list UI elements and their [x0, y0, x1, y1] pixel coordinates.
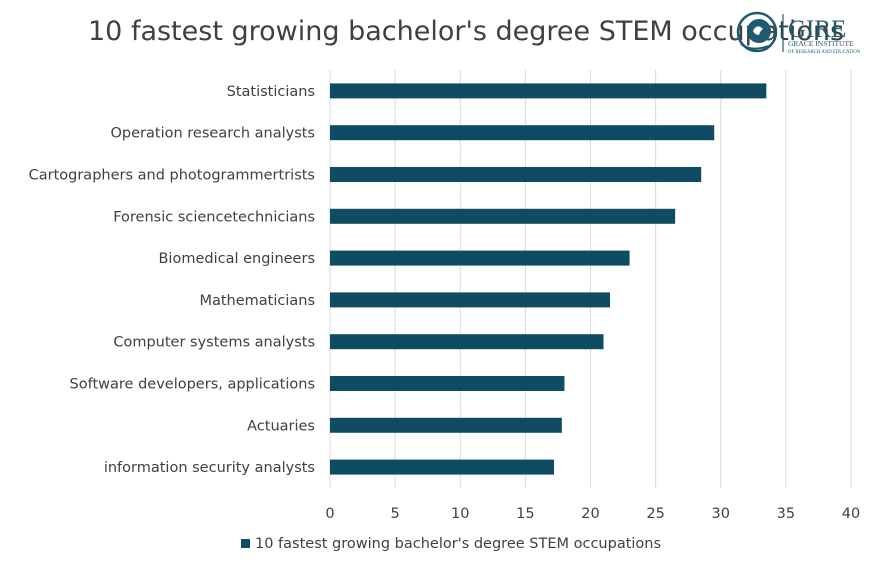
bar: [330, 83, 767, 99]
x-tick-label: 0: [325, 506, 334, 522]
category-labels: Statisticians Operation research analysts…: [29, 84, 315, 476]
x-tick-label: 10: [451, 506, 469, 522]
bars: [330, 83, 767, 475]
category-label: Operation research analysts: [111, 126, 315, 142]
logo-subtitle-2: OF RESEARCH AND EDUCATION: [788, 50, 861, 55]
x-tick-label: 15: [516, 506, 534, 522]
bar: [330, 459, 555, 475]
legend: 10 fastest growing bachelor's degree STE…: [241, 536, 661, 552]
legend-swatch: [241, 539, 250, 548]
bar: [330, 417, 562, 433]
category-label: Actuaries: [247, 418, 315, 434]
bar: [330, 167, 702, 182]
x-tick-label: 30: [712, 506, 730, 522]
category-label: Mathematicians: [199, 293, 315, 309]
chart-title: 10 fastest growing bachelor's degree STE…: [88, 16, 845, 47]
bar: [330, 250, 630, 266]
logo-subtitle-1: GRACE INSTITUTE: [788, 39, 854, 48]
bar: [330, 334, 604, 350]
category-label: Biomedical engineers: [158, 251, 315, 267]
x-tick-label: 20: [581, 506, 599, 522]
gire-logo: GIRE GRACE INSTITUTE OF RESEARCH AND EDU…: [736, 11, 861, 55]
category-label: Computer systems analysts: [113, 335, 315, 351]
x-tick-label: 35: [777, 506, 795, 522]
category-label: Forensic sciencetechnicians: [113, 209, 315, 225]
bar: [330, 376, 565, 391]
x-axis-tick-labels: 0 5 10 15 20 25 30 35 40: [325, 506, 860, 522]
legend-label: 10 fastest growing bachelor's degree STE…: [255, 536, 661, 552]
bar: [330, 292, 611, 308]
x-tick-label: 40: [842, 506, 860, 522]
x-tick-label: 5: [391, 506, 400, 522]
category-label: Software developers, applications: [70, 377, 315, 393]
logo-emblem-icon: [736, 11, 778, 53]
logo-name: GIRE: [788, 16, 846, 43]
x-tick-label: 25: [646, 506, 664, 522]
bar: [330, 208, 676, 224]
category-label: Statisticians: [227, 84, 315, 100]
bar: [330, 125, 715, 141]
category-label: information security analysts: [104, 460, 315, 476]
category-label: Cartographers and photogrammertrists: [29, 168, 315, 184]
